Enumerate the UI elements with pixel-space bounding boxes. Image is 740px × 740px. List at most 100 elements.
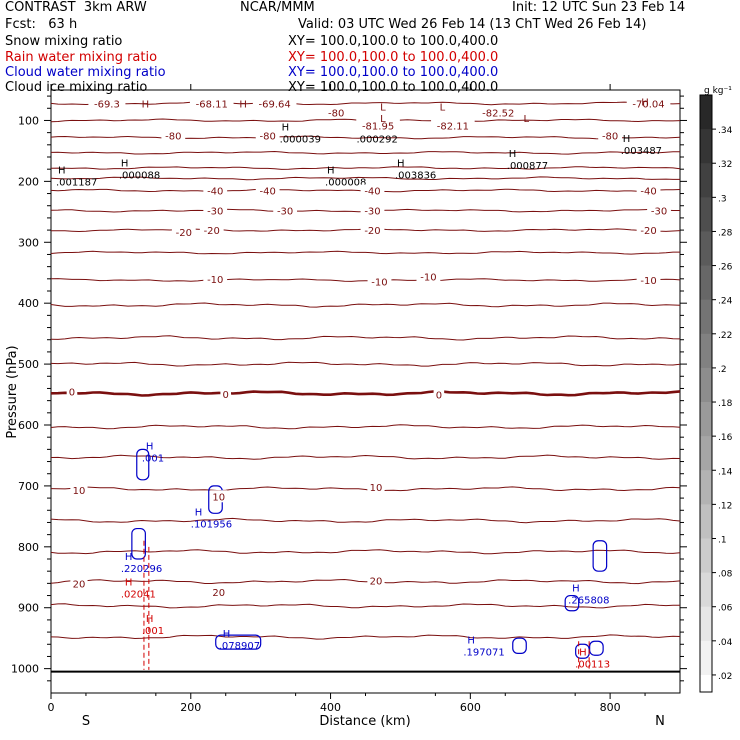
isotherm	[50, 578, 681, 585]
field-cloud-ice-xy: XY= 100.0,100.0 to 100.0,400.0	[288, 80, 499, 95]
snow-max-marker: H	[121, 159, 129, 170]
snow-max-marker: H	[623, 134, 631, 145]
contour-label-bg	[356, 119, 400, 132]
contour-label: -82.11	[437, 121, 469, 132]
contour-label: 10	[212, 492, 225, 503]
cloud-water-max-marker: H	[125, 552, 133, 563]
colorbar-swatch	[700, 470, 712, 505]
contour-label-bg	[416, 270, 441, 283]
x-tick-label: 200	[180, 701, 201, 714]
contour-label: -20	[204, 226, 220, 237]
cloud-water-max-value: .001	[142, 454, 164, 465]
contour-label: -70.04	[632, 99, 664, 110]
contour-label-bg	[636, 224, 661, 237]
colorbar-label: .02	[718, 672, 732, 682]
contour-label: 0	[223, 390, 229, 401]
colorbar-swatch	[700, 265, 712, 301]
org-title: NCAR/MMM	[240, 0, 315, 15]
contour-label-bg	[199, 224, 224, 237]
contour-label: -30	[207, 207, 223, 218]
contour-label-bg	[203, 204, 228, 217]
contour-label: -81.95	[362, 121, 394, 132]
field-snow-label: Snow mixing ratio	[5, 34, 123, 49]
contour-label: -20	[364, 226, 380, 237]
colorbar-swatch	[700, 436, 712, 471]
colorbar-label: .2	[718, 365, 727, 375]
contour-label: -80	[328, 109, 344, 120]
contour-label-bg	[367, 574, 385, 587]
contour-label-bg	[220, 387, 232, 400]
isotherm	[50, 361, 681, 367]
field-cloud-water-xy: XY= 100.0,100.0 to 100.0,400.0	[288, 65, 499, 80]
model-title: CONTRAST 3km ARW	[5, 0, 147, 15]
isotherm	[50, 335, 681, 341]
colorbar-swatch	[700, 163, 712, 198]
x-tick-label: 400	[320, 701, 341, 714]
contour-label: -30	[277, 207, 293, 218]
contour-label: 0	[436, 391, 442, 402]
colorbar-swatch	[700, 333, 712, 369]
contour-label-bg	[255, 129, 280, 142]
y-tick-label: 700	[18, 480, 39, 493]
high-low-marker: L	[380, 102, 386, 113]
high-low-marker: H	[142, 99, 150, 110]
isotherm	[50, 454, 681, 460]
contour-label-bg	[252, 97, 297, 110]
colorbar-swatch	[700, 402, 712, 437]
colorbar-swatch	[700, 572, 712, 608]
snow-max-value: .003487	[621, 146, 662, 157]
y-tick-label: 900	[18, 602, 39, 615]
snow-max-value: .000039	[280, 135, 321, 146]
colorbar-label: .14	[718, 467, 733, 477]
contour-label-bg	[161, 129, 186, 142]
contour-label: 0	[69, 388, 75, 399]
contour-label-bg	[626, 97, 671, 110]
colorbar-label: .3	[718, 194, 727, 204]
colorbar-label: .18	[718, 399, 733, 409]
high-low-marker: L	[380, 114, 386, 125]
isotherm	[50, 424, 681, 430]
snow-max-value: .000008	[325, 177, 366, 188]
contour-label: -10	[640, 276, 656, 287]
contour-label: 10	[73, 486, 86, 497]
contour-label-bg	[70, 577, 88, 590]
contour-label-bg	[88, 97, 126, 110]
snow-max-marker: H	[58, 165, 66, 176]
colorbar-swatch	[700, 367, 712, 403]
cloud-water-max-value: .078907	[219, 641, 260, 652]
cloud-water-contour	[564, 594, 580, 612]
isotherm	[50, 101, 681, 106]
cloud-water-max-marker: H	[146, 442, 154, 453]
contour-label-bg	[360, 224, 385, 237]
y-tick-label: 400	[18, 297, 39, 310]
field-cloud-water-label: Cloud water mixing ratio	[5, 65, 166, 80]
forecast-hour: Fcst: 63 h	[5, 17, 78, 32]
isotherm	[50, 150, 680, 155]
colorbar-swatch	[700, 538, 712, 574]
contour-label-bg	[203, 272, 228, 285]
colorbar-label: .24	[718, 297, 733, 307]
contour-label: -82.52	[482, 109, 514, 120]
field-snow-xy: XY= 100.0,100.0 to 100.0,400.0	[288, 34, 499, 49]
colorbar: .34 .32 .3 .28 .26 .24 .22 .2 .18 .16 .14 .12 .1 .08.…	[699, 94, 733, 710]
colorbar-label: .08	[718, 570, 733, 580]
cloud-water-max-marker: H	[223, 629, 231, 640]
contour-label: 10	[370, 483, 383, 494]
contour-label-bg	[476, 106, 521, 119]
colorbar-label: .34	[718, 126, 733, 136]
y-axis-label: Pressure (hPa)	[5, 345, 20, 438]
contour-label-bg	[324, 106, 349, 119]
colorbar-swatch	[700, 95, 712, 130]
contour-label: -68.11	[196, 99, 228, 110]
cloud-water-max-value: .197071	[463, 647, 504, 658]
cloud-water-contour	[131, 527, 146, 560]
contour-label: -40	[640, 187, 656, 198]
endpoint-left-label: S	[82, 714, 90, 729]
contour-label: -80	[165, 132, 181, 143]
contour-label: -80	[259, 132, 275, 143]
x-tick-label: 0	[48, 701, 55, 714]
contour-label-bg	[203, 184, 228, 197]
contour-label-bg	[431, 119, 475, 132]
contour-label-bg	[636, 184, 661, 197]
